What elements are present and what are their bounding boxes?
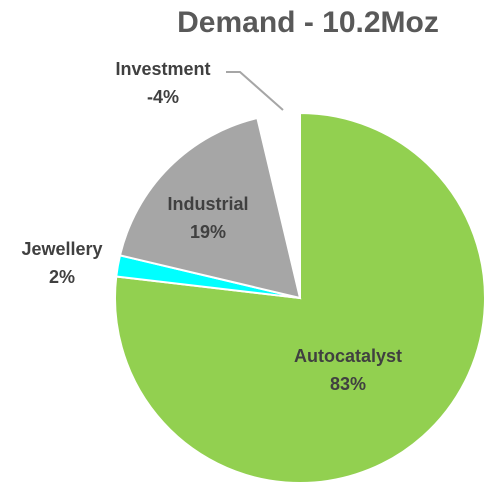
slice-label: Jewellery xyxy=(21,239,102,259)
pie-slice xyxy=(118,116,302,300)
chart-title: Demand - 10.2Moz xyxy=(177,6,439,39)
slice-value-label: 19% xyxy=(190,222,226,242)
slice-label: Autocatalyst xyxy=(294,346,402,366)
slice-label: Industrial xyxy=(167,194,248,214)
slice-label: Investment xyxy=(115,59,210,79)
pie-slice xyxy=(114,111,485,484)
slice-value-label: 83% xyxy=(330,374,366,394)
slice-value-label: 2% xyxy=(49,267,75,287)
leader-line xyxy=(226,71,284,111)
slice-value-label: -4% xyxy=(147,87,179,107)
